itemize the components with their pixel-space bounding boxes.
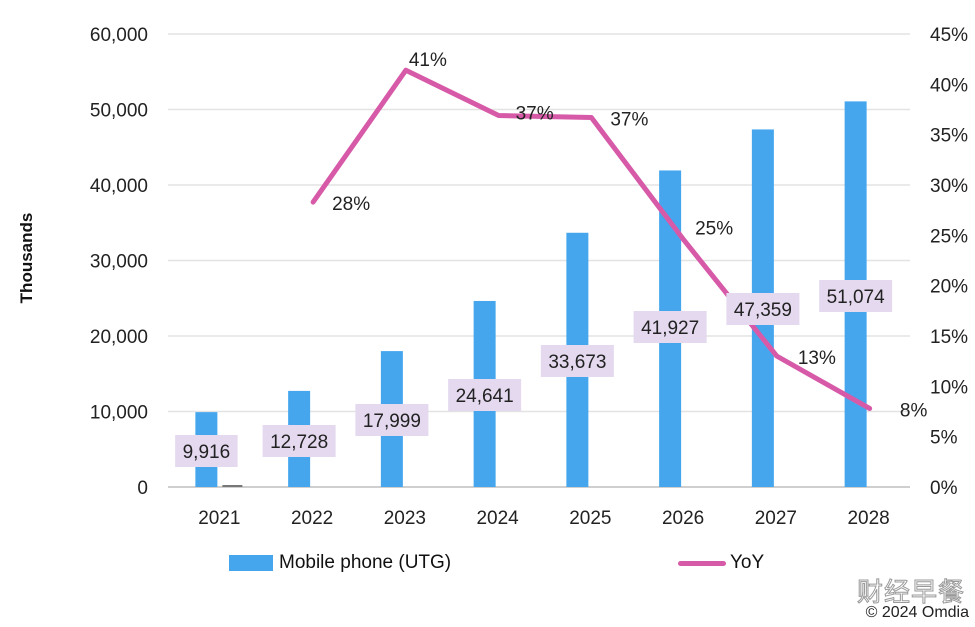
bar-data-label: 41,927 (633, 311, 707, 343)
data-label-text: 17,999 (363, 411, 421, 432)
data-label-box (819, 280, 893, 312)
yoy-data-label: 28% (332, 194, 370, 215)
legend-bar-swatch (229, 555, 273, 571)
y-tick-label: 20,000 (90, 327, 148, 348)
x-axis: 2021 2022 2023 2024 2025 2026 2027 2028 (198, 508, 890, 529)
data-label-box (262, 425, 336, 457)
bar-data-label: 47,359 (726, 293, 800, 325)
y2-tick-label: 35% (930, 126, 968, 147)
y-tick-label: 40,000 (90, 176, 148, 197)
yoy-line-series (310, 67, 873, 411)
y-tick-label: 50,000 (90, 101, 148, 122)
legend-item-mobile-phone: Mobile phone (UTG) (229, 552, 451, 574)
data-label-box (726, 293, 800, 325)
data-label-text: 41,927 (641, 318, 699, 339)
data-label-text: 12,728 (270, 432, 328, 453)
yoy-data-label: 37% (516, 104, 554, 125)
data-label-box (540, 345, 614, 377)
y-tick-label: 10,000 (90, 403, 148, 424)
copyright: © 2024 Omdia (865, 604, 969, 621)
x-tick-label: 2027 (755, 508, 797, 529)
yoy-data-label: 37% (610, 110, 648, 131)
legend-line-swatch (678, 560, 726, 566)
bar-data-label: 12,728 (262, 425, 336, 457)
bar-stub (222, 485, 243, 487)
y2-tick-label: 25% (930, 226, 968, 247)
x-tick-label: 2025 (569, 508, 611, 529)
legend-label-mobile-phone: Mobile phone (UTG) (279, 552, 452, 573)
data-label-text: 33,673 (548, 352, 606, 373)
yoy-data-label: 25% (695, 218, 733, 239)
y-axis-left: 0 10,000 20,000 30,000 40,000 50,000 60,000 (90, 25, 148, 499)
data-label-box (633, 311, 707, 343)
x-tick-label: 2028 (847, 508, 889, 529)
y2-tick-label: 20% (930, 277, 968, 298)
y-axis-title: Thousands (17, 213, 36, 304)
yoy-data-label: 41% (409, 50, 447, 71)
y-tick-label: 30,000 (90, 252, 148, 273)
data-label-box (355, 404, 429, 436)
x-tick-label: 2021 (198, 508, 240, 529)
yoy-data-label: 8% (900, 400, 928, 421)
x-tick-label: 2023 (384, 508, 426, 529)
x-tick-label: 2024 (476, 508, 519, 529)
y2-tick-label: 5% (930, 428, 958, 449)
y2-tick-label: 15% (930, 327, 968, 348)
y-tick-label: 60,000 (90, 25, 148, 46)
line-data-labels: 28% 41% 37% 37% 25% 13% 8% (332, 50, 927, 421)
yoy-data-label: 13% (798, 348, 836, 369)
y2-tick-label: 40% (930, 75, 968, 96)
y2-tick-label: 10% (930, 377, 968, 398)
data-label-box (175, 435, 238, 467)
data-label-text: 47,359 (734, 300, 792, 321)
data-label-text: 51,074 (827, 287, 886, 308)
bar-data-labels: 9,916 12,728 17,999 24,641 33,673 41,927 47,35… (175, 280, 893, 467)
legend-label-yoy: YoY (730, 552, 765, 573)
bar-data-label: 51,074 (819, 280, 893, 312)
y2-tick-label: 45% (930, 25, 968, 46)
bar-data-label: 24,641 (448, 379, 522, 411)
y2-tick-label: 0% (930, 478, 958, 499)
data-label-box (448, 379, 522, 411)
legend-item-yoy: YoY (678, 552, 764, 574)
data-label-text: 9,916 (183, 442, 231, 463)
y-axis-right: 0% 5% 10% 15% 20% 25% 30% 35% 40% 45% (930, 25, 968, 499)
x-tick-label: 2022 (291, 508, 333, 529)
y-tick-label: 0 (137, 478, 148, 499)
watermark: 财经早餐 (856, 577, 965, 608)
gridlines (168, 33, 910, 488)
bar-data-label: 33,673 (540, 345, 614, 377)
bar-data-label: 9,916 (175, 435, 238, 467)
data-label-text: 24,641 (456, 386, 514, 407)
yoy-line (310, 67, 873, 411)
bar-data-label: 17,999 (355, 404, 429, 436)
x-tick-label: 2026 (662, 508, 704, 529)
y2-tick-label: 30% (930, 176, 968, 197)
